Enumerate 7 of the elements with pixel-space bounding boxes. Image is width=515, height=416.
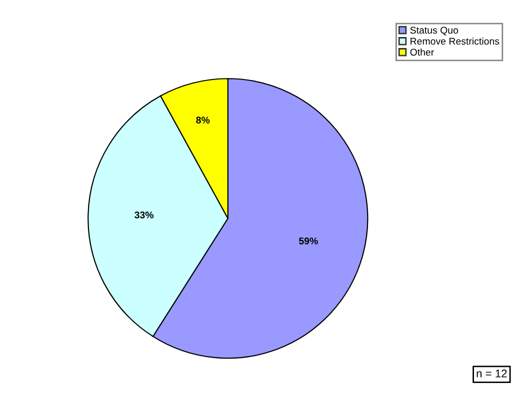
text: n = 12 <box>476 370 507 378</box>
legend-label: Other <box>410 48 434 56</box>
legend-label: Remove Restrictions <box>410 38 500 45</box>
data-label: 33% <box>134 211 154 218</box>
data-label: 8% <box>196 116 210 124</box>
data-label: 59% <box>298 238 318 244</box>
legend-label: Status Quo <box>410 26 458 36</box>
